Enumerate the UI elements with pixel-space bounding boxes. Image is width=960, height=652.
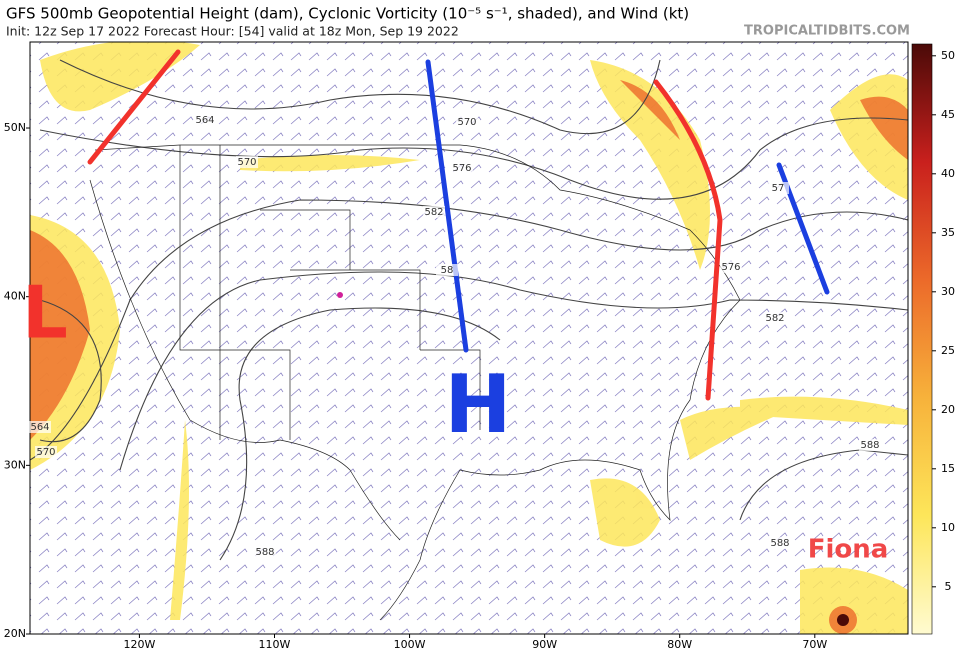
contour-label: 588: [860, 440, 879, 451]
lat-label: 30N: [4, 458, 26, 471]
title: GFS 500mb Geopotential Height (dam), Cyc…: [6, 5, 689, 23]
lat-label: 50N: [4, 121, 26, 134]
annotation: H: [445, 358, 512, 451]
contour-label-bg: [720, 261, 742, 273]
colorbar-label: 50: [941, 49, 955, 62]
colorbar-label: 10: [941, 521, 955, 534]
contour-label-bg: [194, 114, 216, 126]
contour-label: 564: [195, 115, 214, 126]
colorbar-label: 25: [941, 344, 955, 357]
contour-label-bg: [456, 116, 478, 128]
contour-label-bg: [254, 546, 276, 558]
contour-label: 582: [424, 207, 443, 218]
lon-label: 110W: [259, 638, 291, 651]
contour-label: 570: [36, 447, 55, 458]
contour-label-bg: [423, 206, 445, 218]
map-area: [30, 42, 908, 634]
contour-label: 570: [457, 117, 476, 128]
lat-label: 40N: [4, 290, 26, 303]
contour-label-bg: [764, 312, 786, 324]
colorbar-label: 40: [941, 167, 955, 180]
contour-label: 58: [441, 265, 454, 276]
contour-label: 588: [255, 547, 274, 558]
contour-label: 576: [721, 262, 740, 273]
contour-label-bg: [35, 446, 57, 458]
colorbar-label: 35: [941, 226, 955, 239]
contour-label: 570: [237, 157, 256, 168]
lat-label: 20N: [4, 627, 26, 640]
source: TROPICALTIDBITS.COM: [744, 24, 910, 39]
annotation: Fiona: [808, 535, 889, 565]
lon-label: 70W: [802, 638, 827, 651]
contour-label: 582: [765, 313, 784, 324]
annotation: L: [22, 271, 68, 355]
lon-label: 100W: [394, 638, 426, 651]
lon-label: 120W: [123, 638, 155, 651]
contour-label-bg: [451, 162, 473, 174]
contour-label: 576: [452, 163, 471, 174]
contour-label: 588: [770, 538, 789, 549]
colorbar-label: 15: [941, 462, 955, 475]
contour-label: 57: [772, 183, 785, 194]
lon-label: 80W: [667, 638, 692, 651]
contour-label-bg: [767, 182, 789, 194]
contour-label-bg: [436, 264, 458, 276]
contour-label-bg: [859, 439, 881, 451]
contour-label-bg: [769, 537, 791, 549]
colorbar-label: 45: [941, 108, 955, 121]
contour-label: 564: [30, 422, 49, 433]
colorbar-label: 20: [941, 403, 955, 416]
subtitle: Init: 12z Sep 17 2022 Forecast Hour: [54…: [6, 24, 459, 39]
colorbar-label: 5: [945, 580, 952, 593]
colorbar-label: 30: [941, 285, 955, 298]
contour-label-bg: [29, 421, 51, 433]
lon-label: 90W: [532, 638, 557, 651]
contour-label-bg: [236, 156, 258, 168]
